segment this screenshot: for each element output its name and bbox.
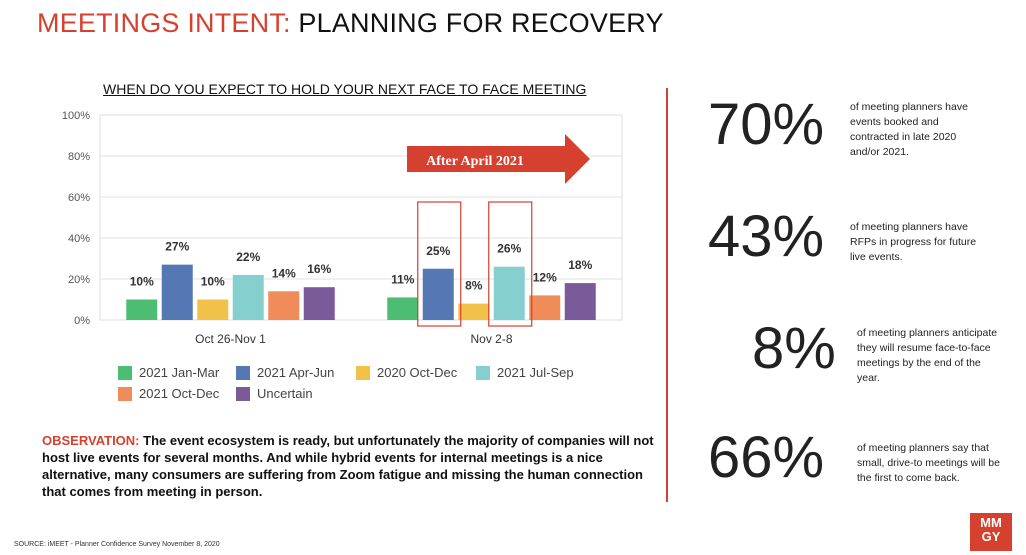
legend-swatch xyxy=(236,386,250,401)
legend-swatch xyxy=(236,365,250,380)
legend-item: 2021 Jul-Sep xyxy=(476,365,574,380)
bar xyxy=(303,287,335,320)
bar xyxy=(422,268,454,320)
stat-desc-2: of meeting planners have RFPs in progres… xyxy=(850,221,977,263)
bar xyxy=(268,291,300,320)
annotation-label: After April 2021 xyxy=(426,154,524,169)
page-title-accent: MEETINGS INTENT: xyxy=(37,8,291,38)
data-label: 10% xyxy=(130,275,154,289)
y-tick-label: 100% xyxy=(62,110,90,122)
legend-label: 2021 Jul-Sep xyxy=(497,365,574,380)
bar xyxy=(161,264,193,320)
vertical-divider xyxy=(666,88,668,502)
legend-swatch xyxy=(476,365,490,380)
x-category-label: Oct 26-Nov 1 xyxy=(195,332,266,346)
data-label: 27% xyxy=(165,240,189,254)
data-label: 26% xyxy=(497,242,521,256)
observation-text: OBSERVATION: The event ecosystem is read… xyxy=(42,432,662,500)
logo-line-2: GY xyxy=(981,529,1001,544)
data-label: 18% xyxy=(568,258,592,272)
bar xyxy=(458,303,490,320)
legend-item: 2021 Jan-Mar xyxy=(118,365,219,380)
legend-item: 2021 Oct-Dec xyxy=(118,386,219,401)
legend-item: 2020 Oct-Dec xyxy=(356,365,457,380)
data-label: 16% xyxy=(307,262,331,276)
bar xyxy=(493,266,525,320)
legend-swatch xyxy=(118,386,132,401)
y-tick-label: 40% xyxy=(68,233,90,245)
stat-desc-3: of meeting planners anticipate they will… xyxy=(857,327,998,384)
bar xyxy=(564,283,596,320)
mmgy-logo: MM GY xyxy=(970,513,1012,551)
y-tick-label: 20% xyxy=(68,274,90,286)
legend-item: Uncertain xyxy=(236,386,313,401)
legend-label: 2021 Oct-Dec xyxy=(139,386,220,401)
data-label: 11% xyxy=(391,272,415,286)
page-title: MEETINGS INTENT: PLANNING FOR RECOVERY xyxy=(37,8,664,39)
legend-item: 2021 Apr-Jun xyxy=(236,365,334,380)
legend-label: 2021 Apr-Jun xyxy=(257,365,335,380)
legend-swatch xyxy=(356,365,370,380)
x-category-label: Nov 2-8 xyxy=(470,332,512,346)
y-tick-label: 60% xyxy=(68,192,90,204)
stat-value-2: 43% xyxy=(708,204,825,269)
legend-label: 2020 Oct-Dec xyxy=(377,365,458,380)
logo-line-1: MM xyxy=(980,515,1002,530)
bar-chart: 0% 20% 40% 60% 80% 100% 10% 27% 10% 22% 14% 16% Oct … xyxy=(62,110,623,346)
source-note: SOURCE: iMEET - Planner Confidence Surve… xyxy=(14,541,220,548)
stat-value-3: 8% xyxy=(752,316,836,381)
bar xyxy=(197,299,229,320)
legend-swatch xyxy=(118,365,132,380)
stat-value-4: 66% xyxy=(708,425,825,490)
stat-desc-4: of meeting planners say that small, driv… xyxy=(857,442,1000,484)
stat-desc-1: of meeting planners have events booked a… xyxy=(850,101,968,158)
stat-value-1: 70% xyxy=(708,92,825,157)
y-tick-label: 80% xyxy=(68,151,90,163)
observation-body: The event ecosystem is ready, but unfort… xyxy=(42,433,654,499)
plot-frame xyxy=(99,114,623,321)
annotation-arrow xyxy=(407,134,590,184)
bar xyxy=(529,295,561,320)
bar xyxy=(232,274,264,320)
highlight-box xyxy=(488,201,533,327)
bar xyxy=(387,297,419,320)
highlight-box xyxy=(417,201,462,327)
legend-label: 2021 Jan-Mar xyxy=(139,365,220,380)
bar xyxy=(126,299,158,320)
data-label: 10% xyxy=(201,275,225,289)
page-title-rest: PLANNING FOR RECOVERY xyxy=(298,8,664,38)
data-label: 25% xyxy=(426,244,450,258)
observation-label: OBSERVATION: xyxy=(42,433,140,448)
data-label: 12% xyxy=(533,270,557,284)
data-label: 8% xyxy=(465,279,483,293)
y-tick-label: 0% xyxy=(74,315,90,327)
legend-label: Uncertain xyxy=(257,386,313,401)
data-label: 14% xyxy=(272,266,296,280)
data-label: 22% xyxy=(236,250,260,264)
chart-title: WHEN DO YOU EXPECT TO HOLD YOUR NEXT FAC… xyxy=(103,81,587,97)
